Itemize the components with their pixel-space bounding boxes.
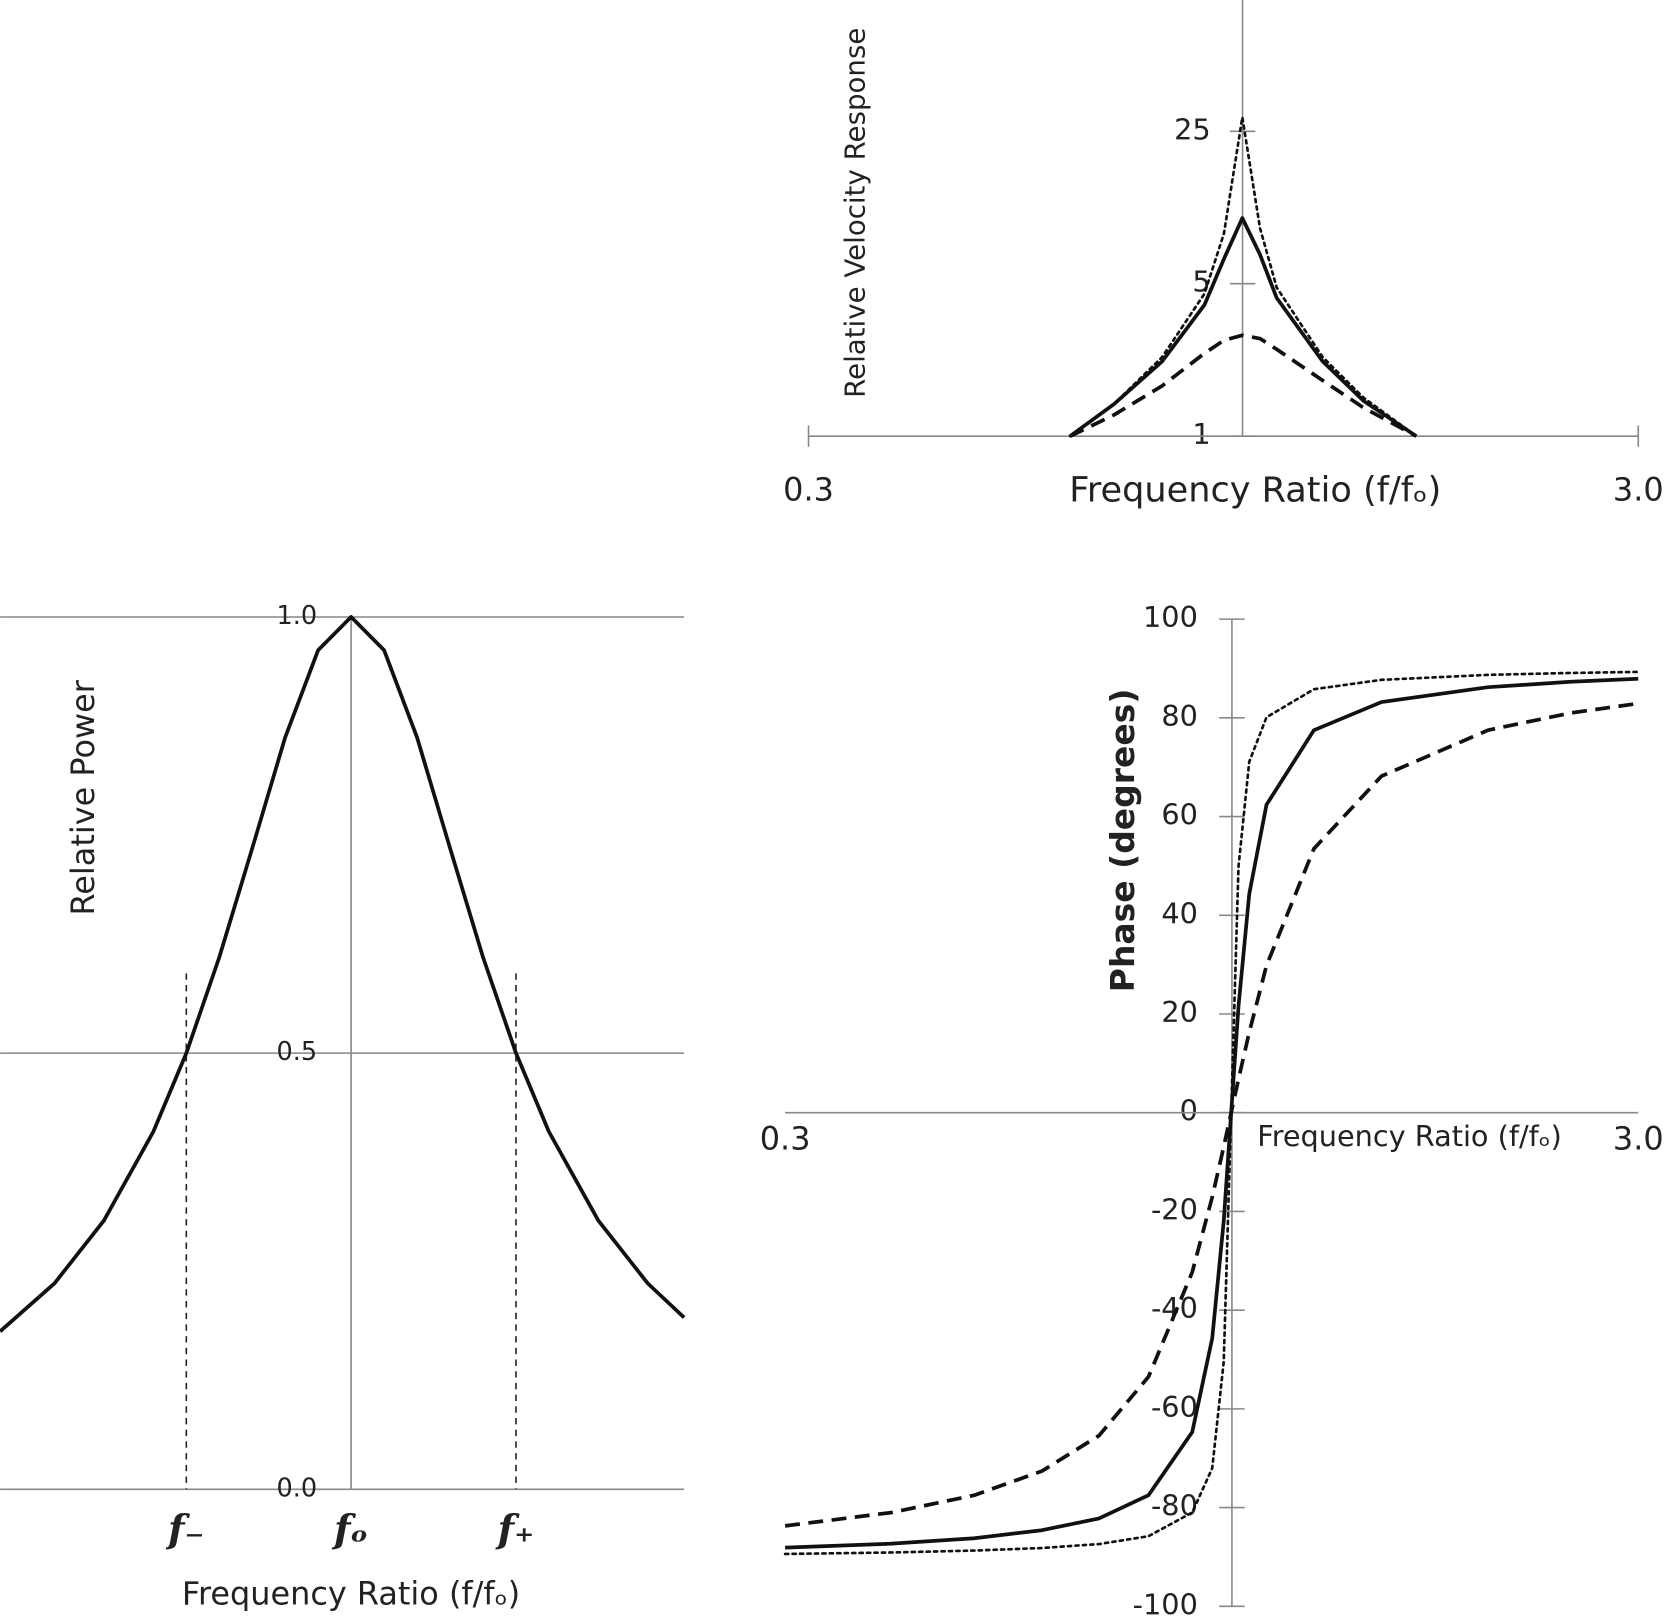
y-tick-label: 60 (1161, 798, 1198, 832)
x-tick-label: 3.0 (1613, 1119, 1664, 1157)
y-tick-label: 80 (1161, 699, 1198, 733)
x-tick-label: 0.3 (783, 470, 834, 508)
series-line (785, 676, 1639, 1550)
y-axis-title: Phase (degrees) (1103, 689, 1142, 993)
x-tick-label: fₒ (331, 1507, 368, 1552)
y-tick-label: 40 (1161, 896, 1198, 930)
y-tick-label: 0.5 (276, 1037, 317, 1067)
y-tick-label: 0 (1180, 1094, 1198, 1128)
y-axis-title: Relative Power (64, 679, 102, 915)
y-tick-label: 1 (1192, 417, 1210, 451)
x-tick-label: f₊ (495, 1507, 535, 1552)
y-tick-label: -20 (1151, 1192, 1198, 1226)
y-tick-label: -60 (1151, 1390, 1198, 1424)
y-tick-label: -40 (1151, 1291, 1198, 1325)
y-tick-label: 0.0 (276, 1473, 317, 1503)
series-line (1068, 115, 1418, 438)
x-tick-label: f₋ (165, 1507, 205, 1552)
x-tick-label: 0.3 (760, 1119, 811, 1157)
x-axis-title: Frequency Ratio (f/fₒ) (182, 1575, 520, 1613)
y-tick-label: 20 (1161, 995, 1198, 1029)
y-tick-label: 100 (1143, 600, 1198, 634)
series-line (783, 670, 1640, 1556)
y-tick-label: 25 (1174, 112, 1211, 146)
x-axis-title: Frequency Ratio (f/fₒ) (1257, 1119, 1562, 1153)
series-line (0, 615, 686, 1333)
y-tick-label: 1.0 (276, 601, 317, 631)
x-axis-title: Frequency Ratio (f/fₒ) (1069, 469, 1441, 510)
series-line (1069, 216, 1418, 438)
series-line (1069, 333, 1418, 438)
y-tick-label: -100 (1133, 1587, 1198, 1618)
y-axis-title: Relative Velocity Response (838, 28, 871, 398)
y-tick-label: -80 (1151, 1489, 1198, 1523)
series-line (784, 701, 1639, 1528)
x-tick-label: 3.0 (1613, 470, 1664, 508)
